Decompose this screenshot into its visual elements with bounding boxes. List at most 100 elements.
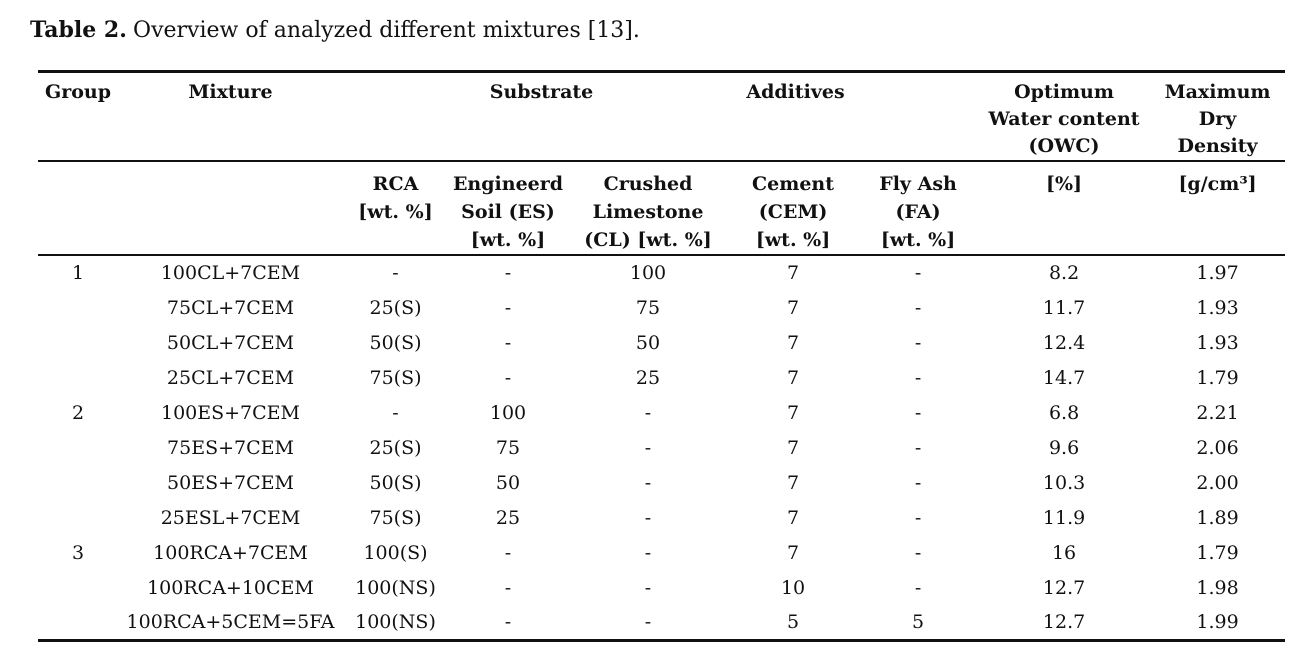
cell-cement: 7: [786, 366, 800, 389]
cell-max_dry_density: 1.93: [1196, 296, 1239, 319]
cell-cement: 7: [786, 541, 800, 564]
cell-group: [38, 430, 118, 465]
cell-group: [38, 500, 118, 535]
col-subheader-owc-unit: [%]: [978, 161, 1151, 256]
col-header-mixture: Mixture: [118, 70, 343, 162]
col-header-max-dry-density: Maximum Dry Density: [1150, 70, 1286, 162]
cell-mixture: 50ES+7CEM: [167, 471, 294, 494]
cell-mixture: 75CL+7CEM: [166, 296, 295, 319]
cell-max_dry_density: 1.79: [1196, 366, 1239, 389]
cell-crushed_limestone: 25: [635, 366, 661, 389]
col-subheader-empty-group: [38, 161, 118, 256]
col-header-group: Group: [38, 70, 118, 162]
cell-rca: 75(S): [369, 506, 422, 529]
cell-group: [38, 465, 118, 500]
col-header-owc: Optimum Water content (OWC): [978, 70, 1151, 162]
cell-crushed_limestone: -: [568, 605, 729, 642]
cell-owc: 11.7: [1042, 296, 1086, 319]
cell-group: [38, 605, 118, 642]
cell-rca: 50(S): [369, 471, 422, 494]
cell-cement: 7: [786, 471, 800, 494]
table-row: 3 100RCA+7CEM 100(S) - - 7 - 16 1.79: [38, 535, 1285, 570]
table-row: 50CL+7CEM 50(S) - 50 7 - 12.4 1.93: [38, 325, 1285, 360]
table-row: 50ES+7CEM 50(S) 50 - 7 - 10.3 2.00: [38, 465, 1285, 500]
cell-mixture: 100RCA+5CEM=5FA: [118, 605, 343, 642]
cell-max_dry_density: 1.99: [1150, 605, 1286, 642]
cell-group: 1: [71, 262, 85, 284]
cell-crushed_limestone: -: [644, 576, 652, 599]
cell-max_dry_density: 1.79: [1196, 541, 1239, 564]
cell-cement: 7: [786, 296, 800, 319]
cell-owc: 14.7: [1042, 366, 1086, 389]
cell-crushed_limestone: -: [644, 506, 652, 529]
cell-mixture: 75ES+7CEM: [167, 436, 294, 459]
cell-rca: 50(S): [369, 331, 422, 354]
cell-fly_ash: 5: [858, 605, 979, 642]
cell-fly_ash: -: [914, 262, 922, 284]
cell-group: [38, 360, 118, 395]
cell-mixture: 100RCA+10CEM: [147, 576, 314, 599]
table-row: 1 100CL+7CEM - - 100 7 - 8.2 1.97: [38, 255, 1285, 290]
cell-fly_ash: -: [914, 576, 922, 599]
cell-owc: 8.2: [1048, 262, 1080, 284]
table-row: 75CL+7CEM 25(S) - 75 7 - 11.7 1.93: [38, 290, 1285, 325]
cell-crushed_limestone: -: [644, 471, 652, 494]
table-row: 25CL+7CEM 75(S) - 25 7 - 14.7 1.79: [38, 360, 1285, 395]
cell-fly_ash: -: [914, 471, 922, 494]
table-caption: Table 2. Overview of analyzed different m…: [30, 16, 640, 45]
table-row: 75ES+7CEM 25(S) 75 - 7 - 9.6 2.06: [38, 430, 1285, 465]
cell-max_dry_density: 2.00: [1196, 471, 1239, 494]
cell-mixture: 100CL+7CEM: [160, 262, 301, 284]
table-row: 2 100ES+7CEM - 100 - 7 - 6.8 2.21: [38, 395, 1285, 430]
cell-fly_ash: -: [914, 366, 922, 389]
cell-crushed_limestone: -: [644, 541, 652, 564]
table-body: 1 100CL+7CEM - - 100 7 - 8.2 1.97 75CL+7CEM 25(S) -…: [38, 255, 1286, 642]
cell-engineered_soil: -: [448, 605, 568, 642]
cell-engineered_soil: 100: [489, 401, 527, 424]
cell-owc: 12.4: [1042, 331, 1086, 354]
cell-fly_ash: -: [914, 436, 922, 459]
cell-cement: 7: [786, 506, 800, 529]
cell-cement: 7: [786, 436, 800, 459]
header-row-1: Group Mixture Substrate Additives Optimu…: [38, 70, 1286, 162]
cell-rca: 100(NS): [343, 605, 448, 642]
cell-fly_ash: -: [914, 296, 922, 319]
cell-engineered_soil: 25: [495, 506, 521, 529]
table-row: 25ESL+7CEM 75(S) 25 - 7 - 11.9 1.89: [38, 500, 1285, 535]
cell-max_dry_density: 1.97: [1196, 262, 1239, 284]
table-row: 100RCA+10CEM 100(NS) - - 10 - 12.7 1.98: [38, 570, 1285, 605]
cell-mixture: 100RCA+7CEM: [153, 541, 308, 564]
cell-cement: 7: [786, 331, 800, 354]
cell-group: 3: [71, 541, 85, 564]
cell-engineered_soil: -: [504, 576, 512, 599]
cell-fly_ash: -: [914, 541, 922, 564]
cell-max_dry_density: 2.06: [1196, 436, 1239, 459]
cell-rca: 100(S): [363, 541, 428, 564]
cell-rca: 75(S): [369, 366, 422, 389]
cell-crushed_limestone: 75: [635, 296, 661, 319]
table-row: 100RCA+5CEM=5FA 100(NS) - -5 5 12.7 1.99: [38, 605, 1286, 642]
cell-group: 2: [71, 401, 85, 424]
cell-cement: 5: [728, 605, 859, 642]
cell-crushed_limestone: -: [644, 436, 652, 459]
cell-mixture: 50CL+7CEM: [166, 331, 295, 354]
cell-group: [38, 570, 118, 605]
mixtures-table: Group Mixture Substrate Additives Optimu…: [38, 70, 1286, 642]
cell-crushed_limestone: -: [644, 401, 652, 424]
cell-owc: 16: [1051, 541, 1077, 564]
cell-mixture: 25CL+7CEM: [166, 366, 295, 389]
cell-crushed_limestone: 50: [635, 331, 661, 354]
cell-owc: 6.8: [1048, 401, 1080, 424]
cell-engineered_soil: -: [504, 366, 512, 389]
col-subheader-fly-ash: Fly Ash (FA) [wt. %]: [858, 161, 979, 256]
cell-owc: 9.6: [1048, 436, 1080, 459]
cell-mixture: 100ES+7CEM: [160, 401, 301, 424]
cell-rca: 100(NS): [355, 576, 436, 599]
header-row-2: RCA [wt. %] Engineerd Soil (ES) [wt. %] …: [38, 161, 1286, 256]
cell-group: [38, 325, 118, 360]
cell-crushed_limestone: 100: [629, 262, 667, 284]
cell-fly_ash: -: [914, 506, 922, 529]
cell-max_dry_density: 1.93: [1196, 331, 1239, 354]
cell-engineered_soil: -: [504, 296, 512, 319]
col-subheader-crushed-limestone: Crushed Limestone (CL) [wt. %]: [568, 161, 729, 256]
